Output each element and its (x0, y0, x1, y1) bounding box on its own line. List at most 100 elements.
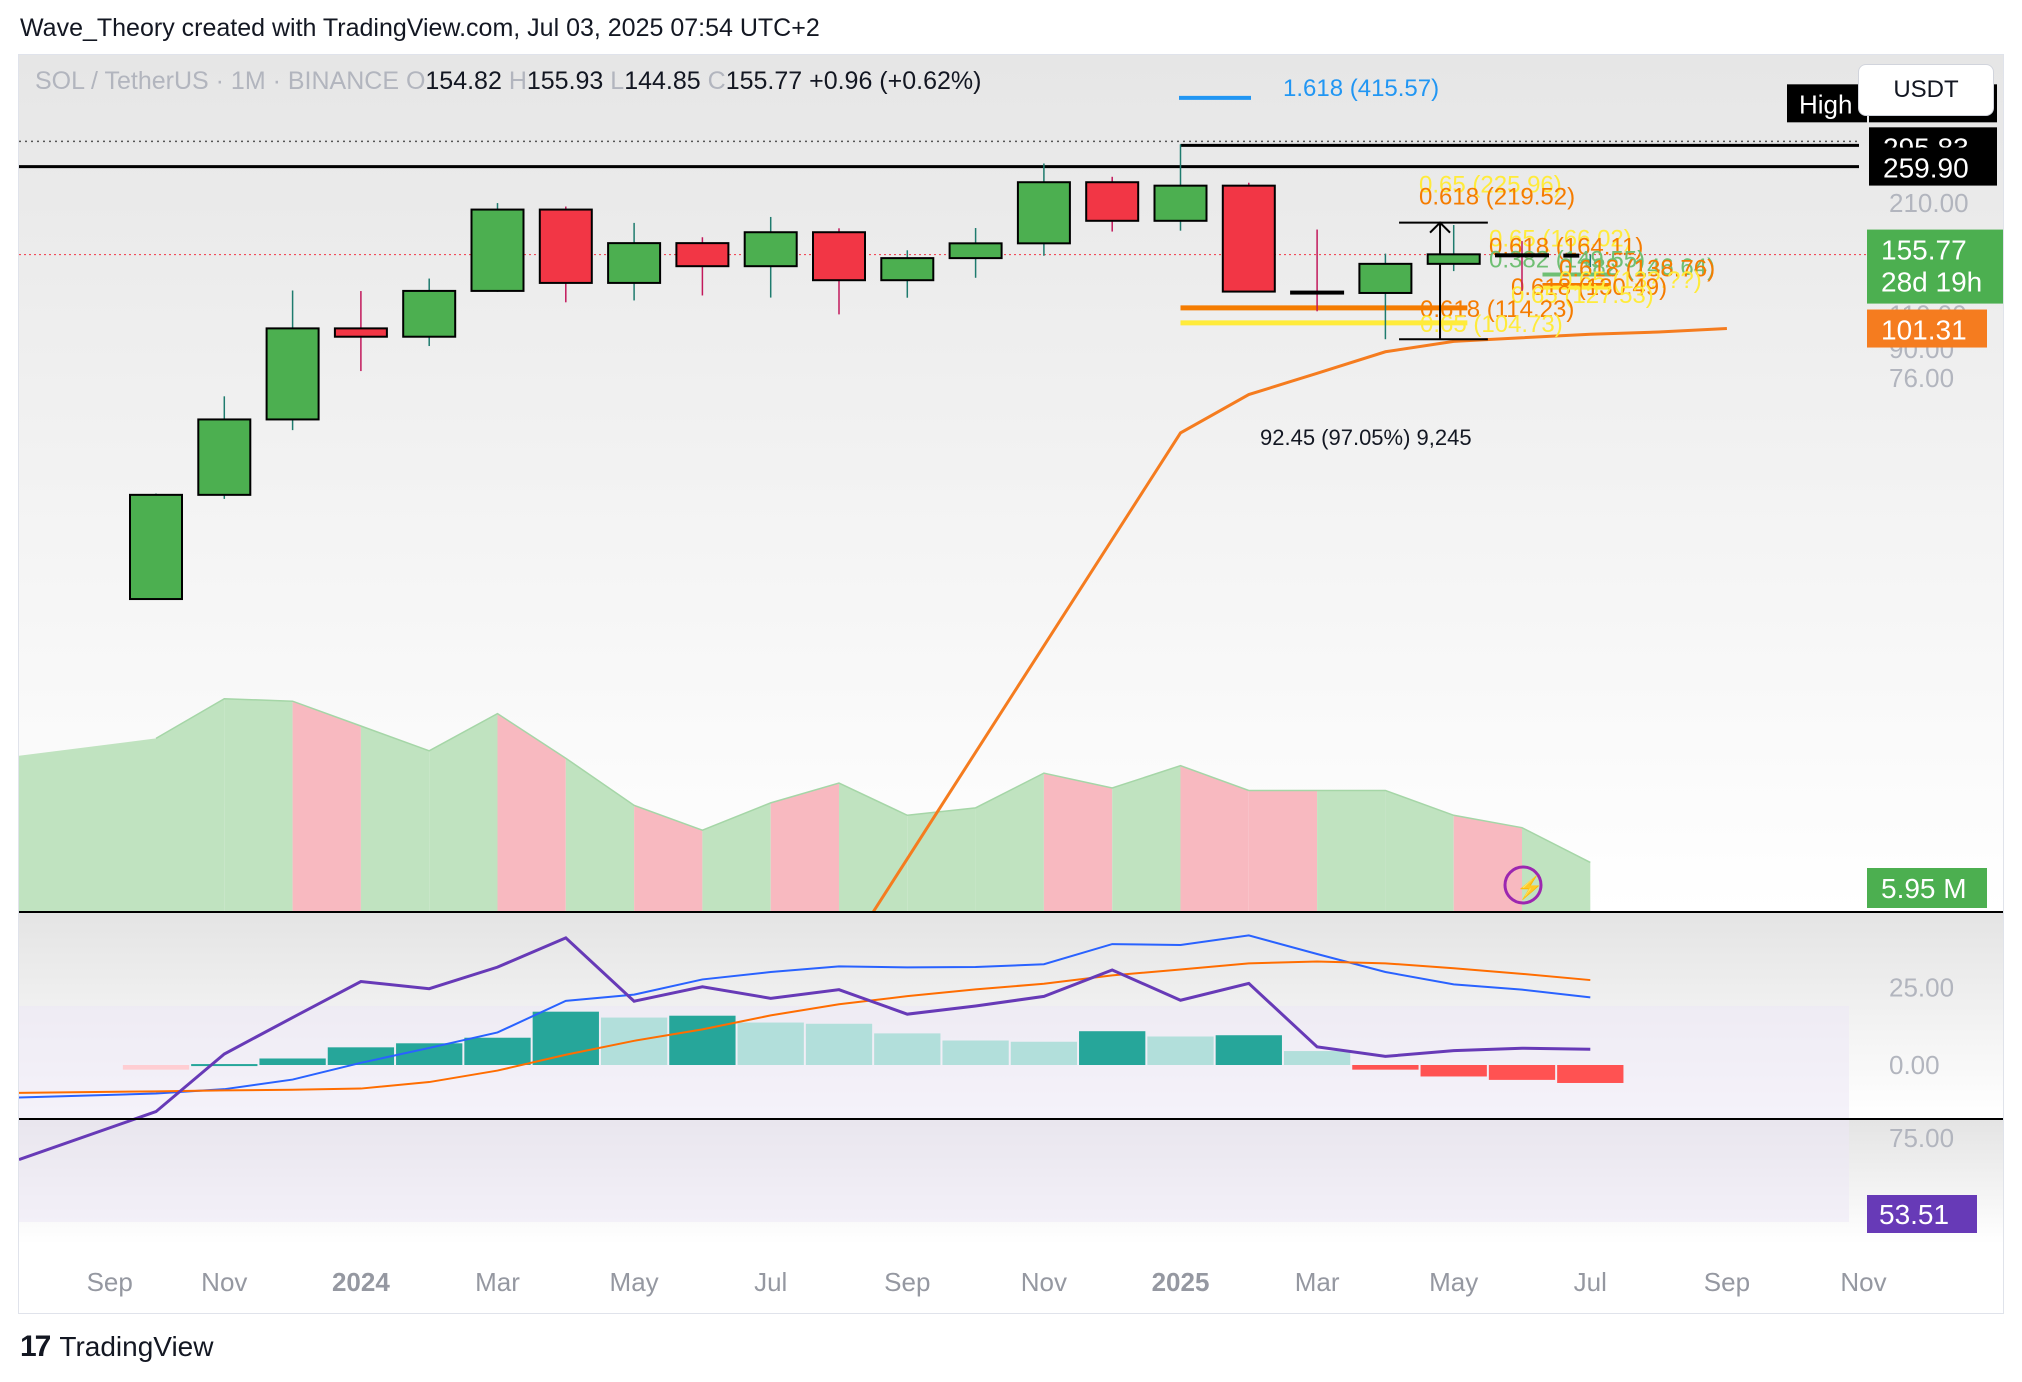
chart-attribution: Wave_Theory created with TradingView.com… (20, 14, 820, 42)
time-axis-label: 2025 (1152, 1267, 1210, 1297)
time-axis-label: Nov (1021, 1267, 1067, 1297)
time-axis-label: 2024 (332, 1267, 390, 1297)
fib-level-label: 0.618 (114.23) (1420, 296, 1574, 323)
fib-level-label: 0.65 (225.96) (1419, 172, 1562, 199)
macd-histogram-bar (1283, 1051, 1351, 1065)
chart-canvas[interactable]: 1.618 (415.57) 0.65 (225.96)0.618 (219.52… (19, 55, 2003, 1313)
time-axis-label: Sep (1704, 1267, 1750, 1297)
candle-body (265, 327, 320, 421)
macd-histogram-bar (464, 1037, 531, 1065)
macd-axis-label: 25.00 (1889, 973, 1954, 1003)
current-price-badge: 155.77 (1881, 235, 1967, 266)
time-axis-label: Mar (1295, 1267, 1340, 1297)
volume-area-segment (770, 783, 839, 912)
fib-level-label: 0.382 (146.64) (1559, 254, 1715, 281)
fib-level-label: 0.65 (104.73) (1420, 311, 1563, 338)
ohlc-legend-part: H (509, 67, 527, 95)
high-tag-bg (1787, 84, 1867, 123)
current-price-badge: 28d 19h (1881, 267, 1982, 298)
rsi-value-badge: 53.51 (1879, 1199, 1949, 1230)
macd-histogram-bar (1215, 1035, 1282, 1065)
candle-body (743, 231, 798, 268)
volume-area-segment (19, 738, 156, 912)
fib-level-label: 0.618 (219.52) (1419, 184, 1575, 211)
candle-body (333, 327, 388, 338)
candle-body (1358, 262, 1413, 294)
candle-body (1563, 253, 1580, 258)
volume-area-segment (1043, 773, 1113, 912)
volume-area-segment (292, 701, 361, 912)
candle-body (1495, 253, 1549, 258)
time-axis-label: May (610, 1267, 659, 1297)
time-axis-label: Sep (884, 1267, 930, 1297)
volume-area-segment (975, 773, 1044, 912)
current-price-badge-bg (1867, 229, 2003, 304)
time-axis-label: Jul (1574, 1267, 1607, 1297)
volume-area-segment (1317, 790, 1386, 912)
volume-area-segment (1385, 790, 1454, 912)
candle-body (538, 208, 593, 284)
currency-button[interactable]: USDT (1858, 64, 1994, 116)
volume-area-segment (1112, 765, 1181, 912)
macd-histogram-bar (1557, 1065, 1624, 1083)
candle-body (1221, 184, 1276, 293)
candle-body (948, 242, 1003, 260)
macd-axis-label: 0.00 (1889, 1050, 1940, 1080)
rsi-value-badge-bg (1867, 1195, 1977, 1233)
high-tag-label: High (1799, 89, 1852, 119)
chart-frame[interactable]: 1.618 (415.57) 0.65 (225.96) 0.618 (219.52… (18, 54, 2004, 1314)
volume-area-segment (839, 783, 908, 912)
macd-histogram-bar (532, 1011, 599, 1065)
ohlc-legend-part: 155.77 (726, 67, 809, 95)
fib-level-label: 0.382 (149.55) (1489, 247, 1645, 274)
volume-area-outline (155, 697, 1591, 864)
macd-histogram-bar (1488, 1065, 1556, 1080)
time-axis-label: Nov (201, 1267, 247, 1297)
macd-histogram-bar (942, 1040, 1009, 1065)
time-axis-label: Mar (475, 1267, 520, 1297)
macd-histogram-bar (874, 1033, 941, 1065)
ohlc-legend-part: 154.82 (425, 67, 508, 95)
volume-area-segment (1180, 765, 1249, 912)
candle-body (812, 231, 866, 282)
macd-histogram-bar (737, 1022, 804, 1065)
ohlc-legend-part: O (406, 67, 425, 95)
price-axis-label: 76.00 (1889, 363, 1954, 393)
level-259-badge-bg (1869, 147, 1997, 186)
macd-histogram-bar (1010, 1041, 1078, 1065)
candle-body (1290, 290, 1345, 295)
macd-histogram-bar (191, 1064, 258, 1067)
ma-value-badge-bg (1867, 309, 1987, 348)
candle-body (1153, 184, 1208, 222)
ohlc-legend-part: +0.96 (+0.62%) (809, 67, 981, 95)
volume-area-segment (429, 713, 498, 912)
candle-body (197, 418, 252, 496)
macd-signal-line (19, 960, 1591, 1094)
ohlc-legend-part: SOL / TetherUS · 1M · BINANCE (35, 67, 406, 95)
macd-histogram-bar (327, 1047, 395, 1065)
volume-area-segment (360, 726, 430, 912)
candle-body (402, 289, 457, 338)
volume-area-segment (634, 805, 703, 912)
macd-histogram-bar (805, 1023, 873, 1065)
macd-histogram-bar (259, 1058, 326, 1065)
alert-icon-glyph: ⚡ (1516, 875, 1543, 901)
tradingview-logo-text: TradingView (59, 1331, 214, 1362)
volume-area-segment (224, 698, 293, 912)
candle-body (880, 257, 935, 282)
macd-line (19, 934, 1591, 1099)
volume-area-segment (907, 807, 976, 912)
volume-value-badge-bg (1867, 868, 1987, 908)
candle-body (1016, 181, 1071, 245)
time-axis-label: May (1429, 1267, 1478, 1297)
fib-level-label: 0.618 (130.49) (1511, 274, 1667, 301)
ohlc-legend-part: 144.85 (624, 67, 707, 95)
ohlc-legend-part: C (708, 67, 726, 95)
macd-histogram-bar (396, 1043, 463, 1065)
volume-area-segment (565, 758, 635, 912)
time-axis-label: Nov (1840, 1267, 1886, 1297)
price-axis-label: 210.00 (1889, 188, 1969, 218)
fib-level-label: 0.65 (166.02) (1489, 226, 1632, 253)
footer: 17 TradingView (20, 1330, 213, 1364)
candle-body (675, 242, 730, 268)
